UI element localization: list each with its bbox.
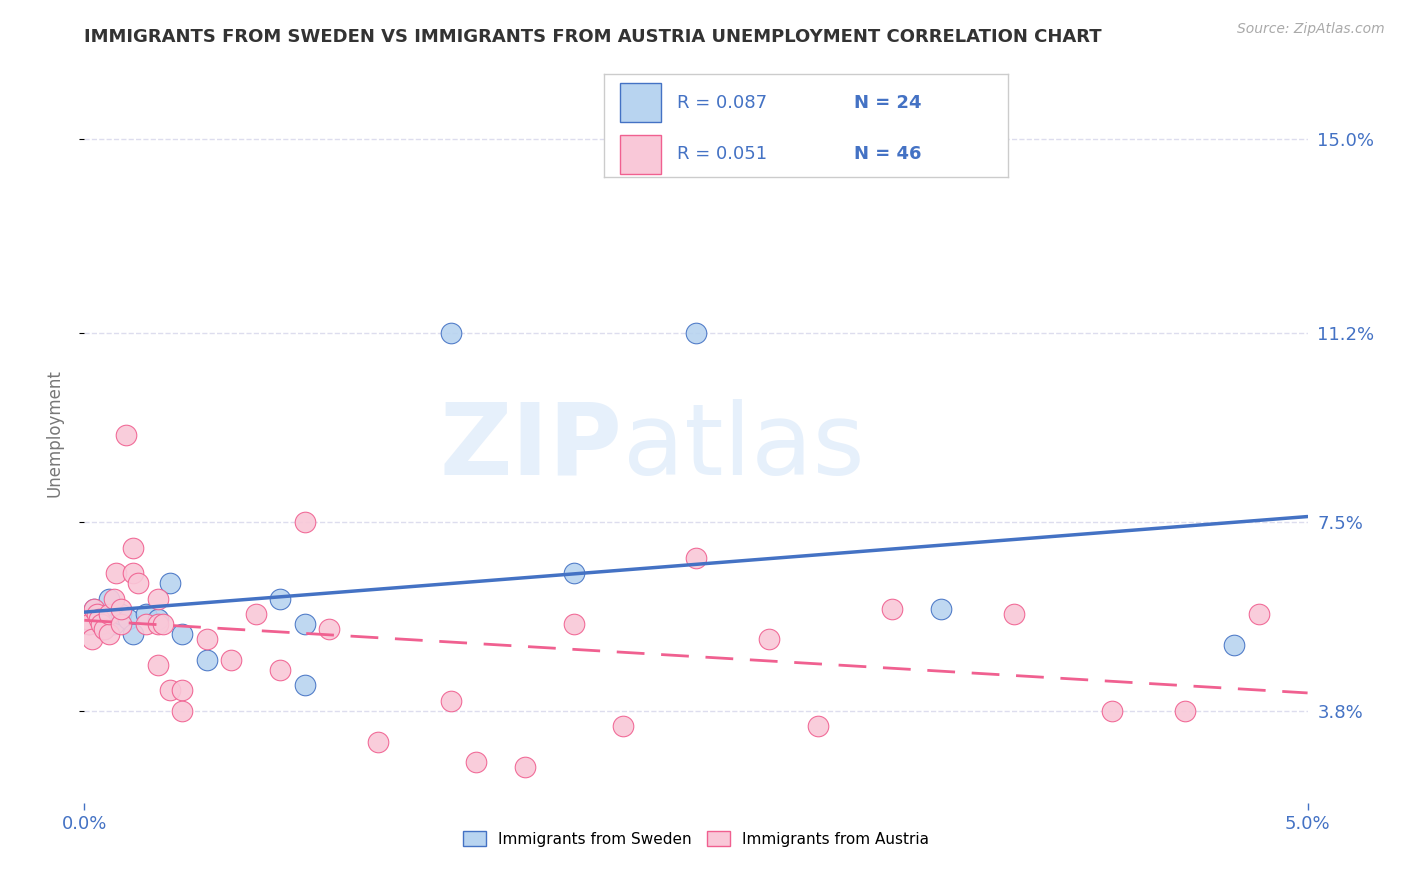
Point [219,653,242,667]
Point [1223,638,1246,652]
Point [367,734,389,748]
Point [440,326,463,340]
Point [103,591,125,606]
Point [87,607,110,621]
Point [127,576,149,591]
Point [612,719,634,733]
Point [440,694,463,708]
Point [83,601,105,615]
Point [86,607,108,621]
Text: Source: ZipAtlas.com: Source: ZipAtlas.com [1237,22,1385,37]
Point [172,683,194,698]
Point [464,755,486,769]
Point [83,601,105,615]
Point [269,591,291,606]
Point [97,612,120,626]
Point [269,663,291,677]
Point [115,428,138,442]
Legend: Immigrants from Sweden, Immigrants from Austria: Immigrants from Sweden, Immigrants from … [456,823,936,855]
Point [93,622,115,636]
Point [685,550,707,565]
Point [77,617,100,632]
Point [93,622,115,636]
Point [195,653,218,667]
Point [77,617,100,632]
Point [146,591,169,606]
Point [562,566,585,580]
Point [103,617,125,632]
Point [245,607,267,621]
Point [294,617,316,632]
Point [122,541,145,555]
Point [76,612,98,626]
Point [159,683,181,698]
Point [294,678,316,692]
Text: IMMIGRANTS FROM SWEDEN VS IMMIGRANTS FROM AUSTRIA UNEMPLOYMENT CORRELATION CHART: IMMIGRANTS FROM SWEDEN VS IMMIGRANTS FRO… [84,28,1102,45]
Point [135,607,157,621]
Point [97,607,120,621]
Point [880,601,903,615]
Point [513,760,536,774]
Point [110,607,132,621]
Point [685,326,707,340]
Point [1247,607,1270,621]
Point [562,617,585,632]
Y-axis label: Unemployment: Unemployment [45,368,63,497]
Point [146,617,169,632]
Point [90,617,112,632]
Point [172,627,194,641]
Point [117,612,139,626]
Point [146,612,169,626]
Point [87,612,110,626]
Point [110,617,132,632]
Point [1002,607,1025,621]
Point [294,515,316,529]
Point [159,576,181,591]
Text: ZIP: ZIP [440,399,623,496]
Point [122,566,145,580]
Point [86,612,108,626]
Point [758,632,780,647]
Point [318,622,340,636]
Point [110,601,132,615]
Point [929,601,952,615]
Point [152,617,174,632]
Point [1174,704,1197,718]
Text: atlas: atlas [623,399,865,496]
Point [97,627,120,641]
Point [80,632,103,647]
Point [105,566,128,580]
Point [122,627,145,641]
Point [97,591,120,606]
Point [807,719,830,733]
Point [146,657,169,672]
Point [172,704,194,718]
Point [135,617,157,632]
Point [195,632,218,647]
Point [1101,704,1123,718]
